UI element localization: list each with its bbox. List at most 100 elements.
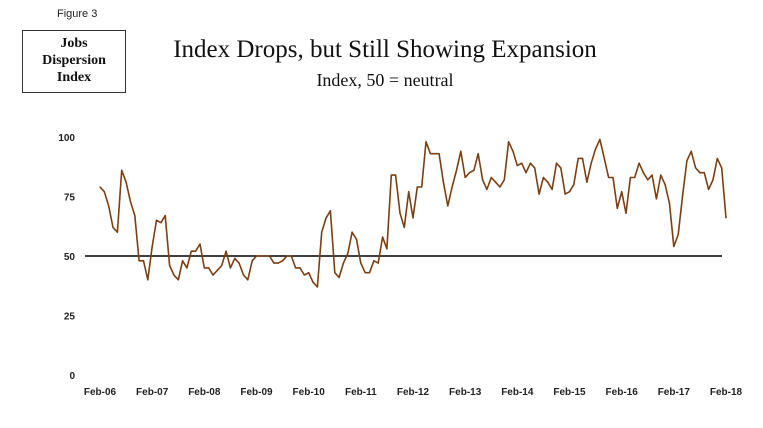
- chart-subtitle: Index, 50 = neutral: [316, 70, 454, 90]
- data-point: [655, 198, 658, 200]
- data-point: [368, 272, 371, 274]
- data-point: [451, 186, 453, 188]
- data-point: [151, 245, 153, 248]
- y-tick-label: 100: [58, 133, 75, 144]
- data-point: [125, 181, 127, 183]
- data-point: [534, 167, 536, 169]
- data-point: [403, 226, 405, 229]
- data-point: [421, 186, 423, 188]
- chart-title: Index Drops, but Still Showing Expansion: [173, 36, 597, 63]
- x-tick-label: Feb-15: [553, 387, 586, 398]
- data-point: [429, 153, 431, 155]
- x-tick-label: Feb-09: [240, 387, 273, 398]
- x-axis: Feb-06 Feb-07 Feb-08 Feb-09 Feb-10 Feb-11 Feb-…: [84, 387, 743, 398]
- data-point: [373, 260, 375, 262]
- data-point: [281, 260, 284, 262]
- data-point: [103, 191, 105, 193]
- x-tick-label: Feb-08: [188, 387, 221, 398]
- box-label-line-2: Dispersion: [42, 53, 106, 68]
- data-point: [416, 186, 418, 188]
- data-point: [708, 188, 710, 190]
- data-point: [725, 217, 727, 219]
- data-point: [716, 157, 718, 160]
- box-label-line-1: Jobs: [60, 36, 88, 51]
- data-point: [673, 245, 675, 248]
- data-point: [499, 186, 501, 188]
- data-point: [268, 255, 271, 257]
- data-point: [377, 262, 379, 264]
- data-point: [334, 272, 336, 274]
- data-point: [660, 174, 662, 176]
- data-point: [351, 231, 353, 233]
- data-point: [581, 157, 584, 160]
- data-point: [164, 214, 166, 217]
- data-point: [303, 274, 305, 276]
- data-point: [399, 212, 401, 214]
- x-tick-label: Feb-07: [136, 387, 169, 398]
- data-point: [721, 167, 723, 169]
- data-point: [412, 217, 414, 219]
- data-point: [438, 153, 440, 155]
- data-point: [460, 150, 462, 152]
- data-point: [186, 267, 188, 269]
- data-point: [338, 276, 340, 279]
- data-point: [508, 141, 510, 143]
- data-point: [703, 172, 705, 174]
- data-point: [642, 172, 645, 174]
- data-point: [577, 157, 579, 160]
- data-point: [651, 174, 653, 176]
- data-point: [155, 219, 158, 221]
- data-point: [634, 176, 636, 179]
- data-point: [494, 181, 497, 183]
- data-point: [390, 174, 392, 176]
- data-point: [203, 267, 205, 269]
- data-point: [395, 174, 397, 176]
- data-point: [325, 217, 327, 219]
- data-point: [108, 205, 110, 207]
- x-tick-label: Feb-12: [397, 387, 430, 398]
- data-point: [238, 262, 240, 264]
- data-point: [290, 255, 292, 257]
- data-point: [468, 172, 471, 174]
- data-point: [486, 188, 488, 190]
- data-point: [477, 153, 479, 155]
- data-point: [608, 176, 610, 179]
- data-point: [425, 141, 427, 143]
- data-point: [168, 264, 171, 267]
- data-point: [212, 274, 214, 276]
- data-point: [664, 184, 666, 186]
- x-tick-label: Feb-06: [84, 387, 117, 398]
- data-point: [538, 193, 540, 195]
- data-point: [568, 191, 571, 193]
- data-point: [216, 269, 218, 271]
- data-point: [190, 250, 192, 252]
- data-point: [686, 160, 688, 162]
- data-point: [573, 184, 575, 186]
- data-point: [247, 279, 249, 281]
- y-tick-label: 25: [64, 312, 76, 323]
- x-tick-label: Feb-14: [501, 387, 534, 398]
- data-point: [594, 148, 597, 150]
- index-name-box: Jobs Dispersion Index: [22, 30, 126, 93]
- data-point: [355, 238, 358, 240]
- data-point: [647, 179, 649, 181]
- data-point: [316, 286, 318, 288]
- data-point: [638, 162, 640, 164]
- data-point: [342, 262, 345, 264]
- data-point: [199, 243, 201, 245]
- data-point: [599, 138, 601, 140]
- data-point: [464, 176, 466, 179]
- data-point: [195, 250, 197, 252]
- data-point: [525, 172, 527, 174]
- data-point: [234, 257, 236, 259]
- data-point: [473, 169, 475, 171]
- data-point: [590, 162, 592, 164]
- data-point: [360, 262, 362, 264]
- data-point: [699, 172, 701, 174]
- y-tick-label: 0: [69, 371, 75, 382]
- data-point: [299, 267, 301, 269]
- data-point: [551, 188, 553, 190]
- data-point: [521, 162, 523, 164]
- data-point: [255, 255, 258, 257]
- data-point: [173, 274, 175, 276]
